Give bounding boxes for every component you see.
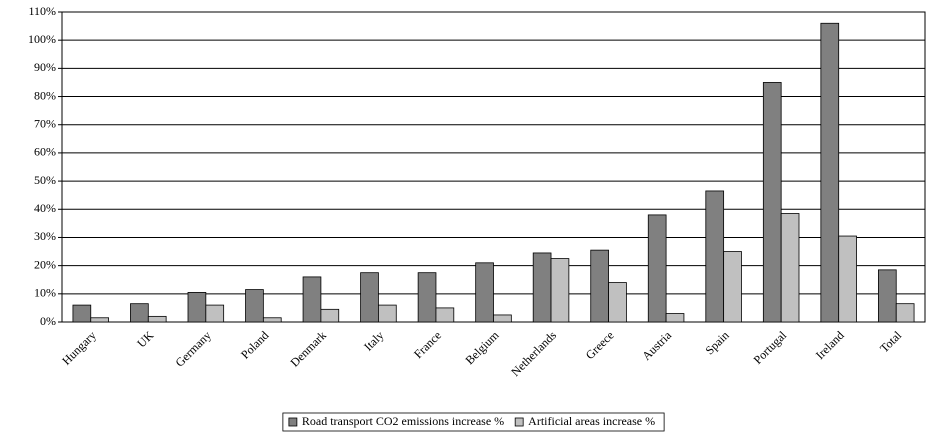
bar [493,314,512,323]
y-tick-label: 100% [28,32,56,46]
y-tick-label: 90% [34,60,56,74]
bar [320,308,340,323]
bar [705,190,725,323]
bar [762,82,782,323]
x-tick-label: Hungary [59,328,99,368]
x-tick-label: Netherlands [508,328,559,379]
bar [838,235,857,323]
y-tick-label: 80% [34,88,56,102]
x-tick-label: Austria [639,328,674,363]
bar [262,317,282,323]
y-tick-label: 110% [28,4,56,18]
x-tick-label: Ireland [813,328,847,362]
bar [205,304,225,323]
bar [895,303,915,323]
x-tick-label: Poland [238,328,271,361]
x-tick-label: Italy [361,328,386,353]
x-tick-label: Spain [702,328,731,357]
bar [780,213,800,323]
bar [877,269,897,323]
y-tick-label: 10% [34,286,56,300]
legend-label: Road transport CO2 emissions increase % [302,414,504,428]
x-tick-label: Denmark [287,328,328,369]
bar [302,276,322,323]
bar [550,258,570,323]
bar [245,289,264,323]
bar [665,313,685,323]
legend-swatch [514,417,524,427]
bar [378,304,397,323]
bar [435,307,455,323]
x-tick-label: Portugal [751,328,790,367]
legend-swatch [288,417,298,427]
bar [130,303,149,323]
bar [532,252,552,323]
y-tick-label: 70% [34,116,56,130]
y-tick-label: 0% [40,314,56,328]
x-tick-label: France [411,328,444,361]
x-tick-label: Belgium [462,328,502,368]
x-tick-label: UK [134,328,156,350]
y-tick-label: 60% [34,145,56,159]
y-tick-label: 30% [34,229,56,243]
bar [475,262,494,323]
bar [647,214,667,323]
bar [417,272,437,323]
bar [147,315,167,323]
y-tick-label: 40% [34,201,56,215]
x-tick-label: Greece [583,328,617,362]
bar [723,251,742,323]
y-tick-label: 20% [34,257,56,271]
legend-frame [282,412,665,432]
y-tick-label: 50% [34,173,56,187]
x-tick-label: Germany [172,328,213,369]
bar [187,292,207,323]
bar [360,272,379,323]
bar [72,304,92,323]
bar [820,22,840,323]
legend-label: Artificial areas increase % [528,414,655,428]
bar [590,249,609,323]
x-tick-label: Total [877,328,905,356]
bar [608,282,627,323]
bar [90,317,110,323]
